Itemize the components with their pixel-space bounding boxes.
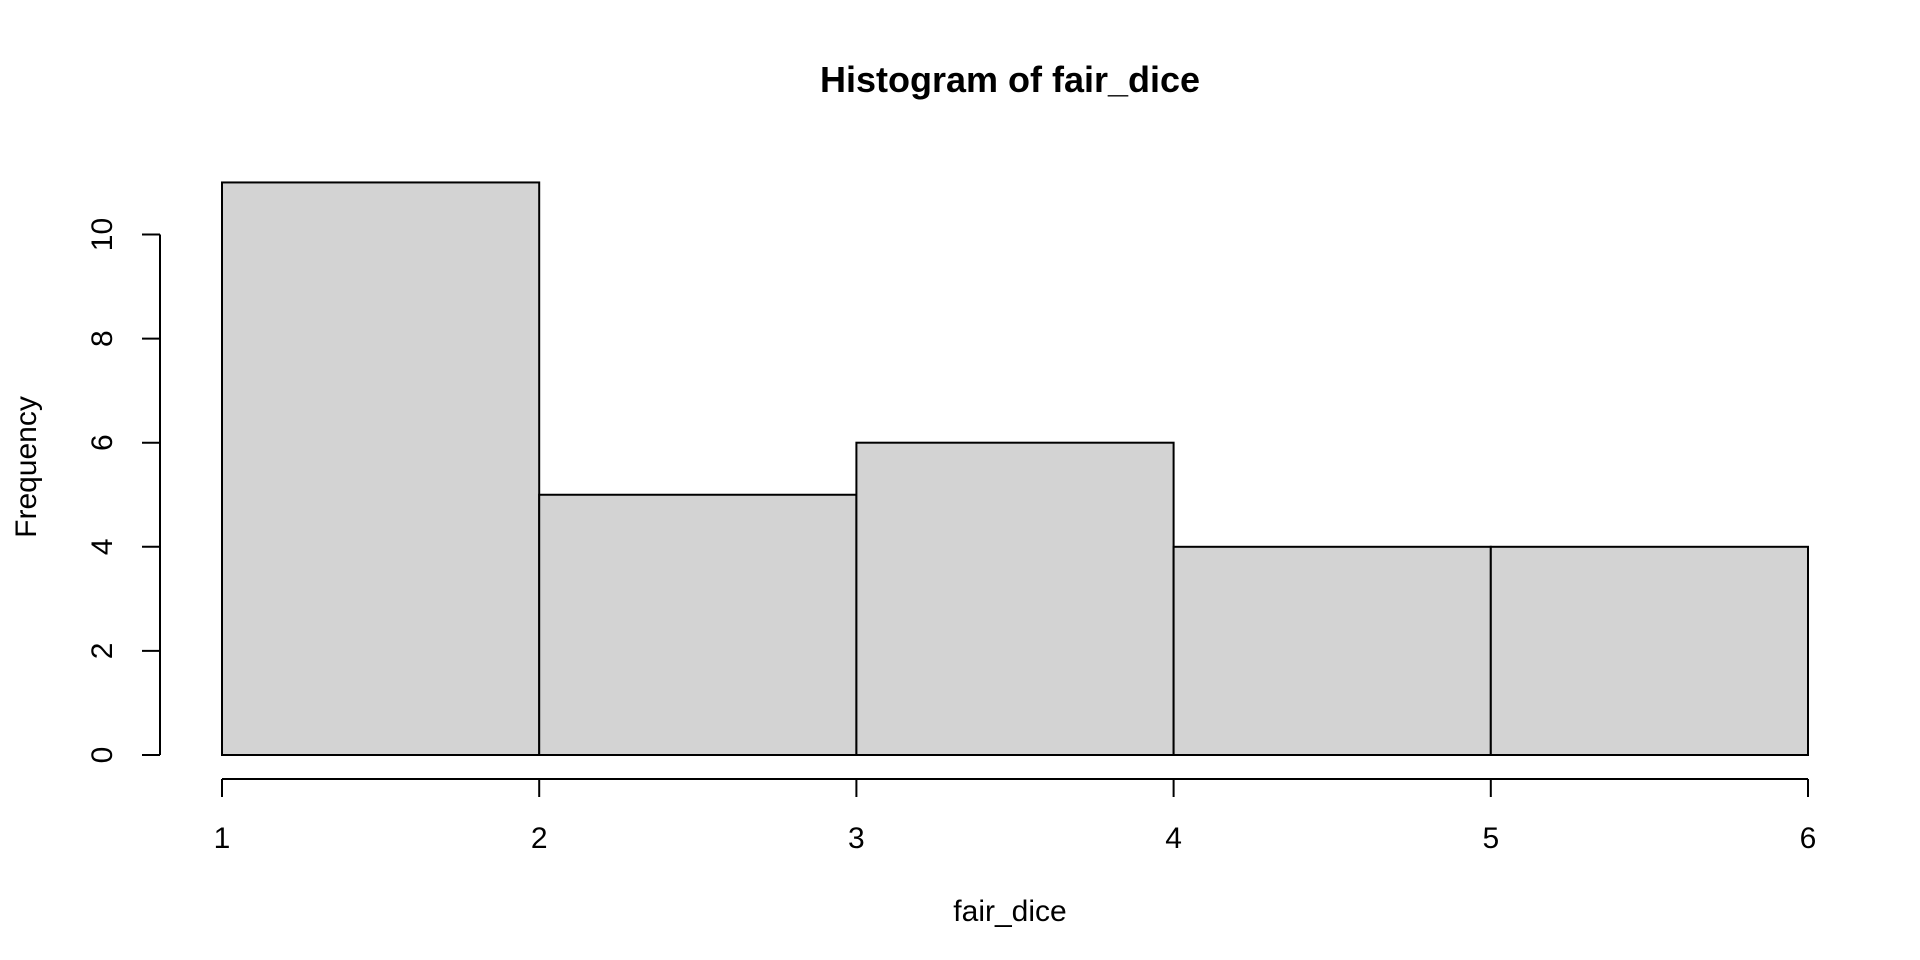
y-axis-label: Frequency bbox=[10, 396, 43, 538]
y-tick-label-2: 2 bbox=[86, 643, 119, 660]
histogram-bar-1 bbox=[221, 181, 541, 756]
histogram-bar-4 bbox=[1172, 545, 1492, 756]
x-axis: 1 2 3 4 5 6 bbox=[214, 778, 1817, 855]
y-tick-label-4: 4 bbox=[86, 538, 119, 555]
x-tick-label-6: 6 bbox=[1800, 822, 1817, 855]
bars-group bbox=[221, 181, 1810, 756]
chart-title: Histogram of fair_dice bbox=[820, 59, 1200, 100]
x-tick-label-1: 1 bbox=[214, 822, 231, 855]
y-axis: 0 2 4 6 8 10 bbox=[86, 218, 161, 764]
histogram-bar-3 bbox=[855, 441, 1175, 756]
y-tick-label-10: 10 bbox=[86, 218, 119, 251]
histogram-bar-5 bbox=[1489, 545, 1810, 756]
histogram-bar-2 bbox=[538, 493, 858, 756]
y-tick-label-8: 8 bbox=[86, 330, 119, 347]
x-tick-label-4: 4 bbox=[1165, 822, 1182, 855]
x-tick-label-3: 3 bbox=[848, 822, 865, 855]
y-tick-label-6: 6 bbox=[86, 434, 119, 451]
y-tick-label-0: 0 bbox=[86, 747, 119, 764]
x-axis-label: fair_dice bbox=[953, 895, 1066, 928]
x-tick-label-2: 2 bbox=[531, 822, 548, 855]
x-tick-label-5: 5 bbox=[1482, 822, 1499, 855]
